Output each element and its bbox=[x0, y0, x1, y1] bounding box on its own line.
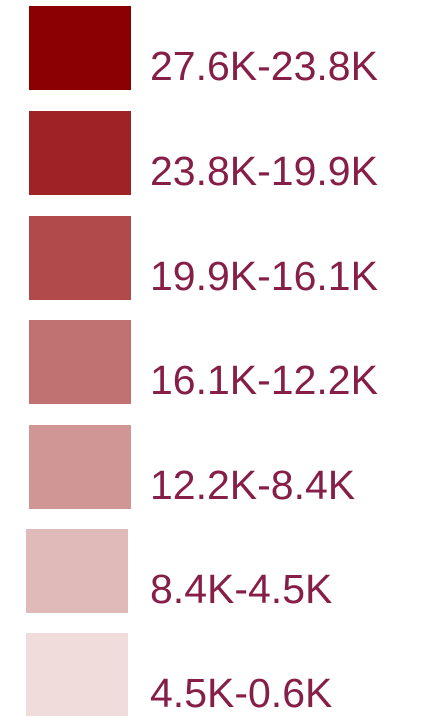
legend-label: 23.8K-19.9K bbox=[150, 148, 378, 194]
legend-label: 19.9K-16.1K bbox=[150, 253, 378, 299]
legend-swatch bbox=[29, 320, 131, 404]
legend-label: 16.1K-12.2K bbox=[150, 357, 378, 403]
legend-swatch bbox=[29, 6, 131, 90]
legend-swatch bbox=[29, 216, 131, 300]
legend-swatch bbox=[29, 425, 131, 509]
legend-label: 8.4K-4.5K bbox=[150, 566, 332, 612]
legend-swatch bbox=[26, 633, 128, 717]
legend-swatch bbox=[26, 529, 128, 613]
legend-swatch bbox=[29, 111, 131, 195]
legend-label: 4.5K-0.6K bbox=[150, 670, 332, 716]
legend-label: 27.6K-23.8K bbox=[150, 43, 378, 89]
legend-label: 12.2K-8.4K bbox=[150, 462, 355, 508]
